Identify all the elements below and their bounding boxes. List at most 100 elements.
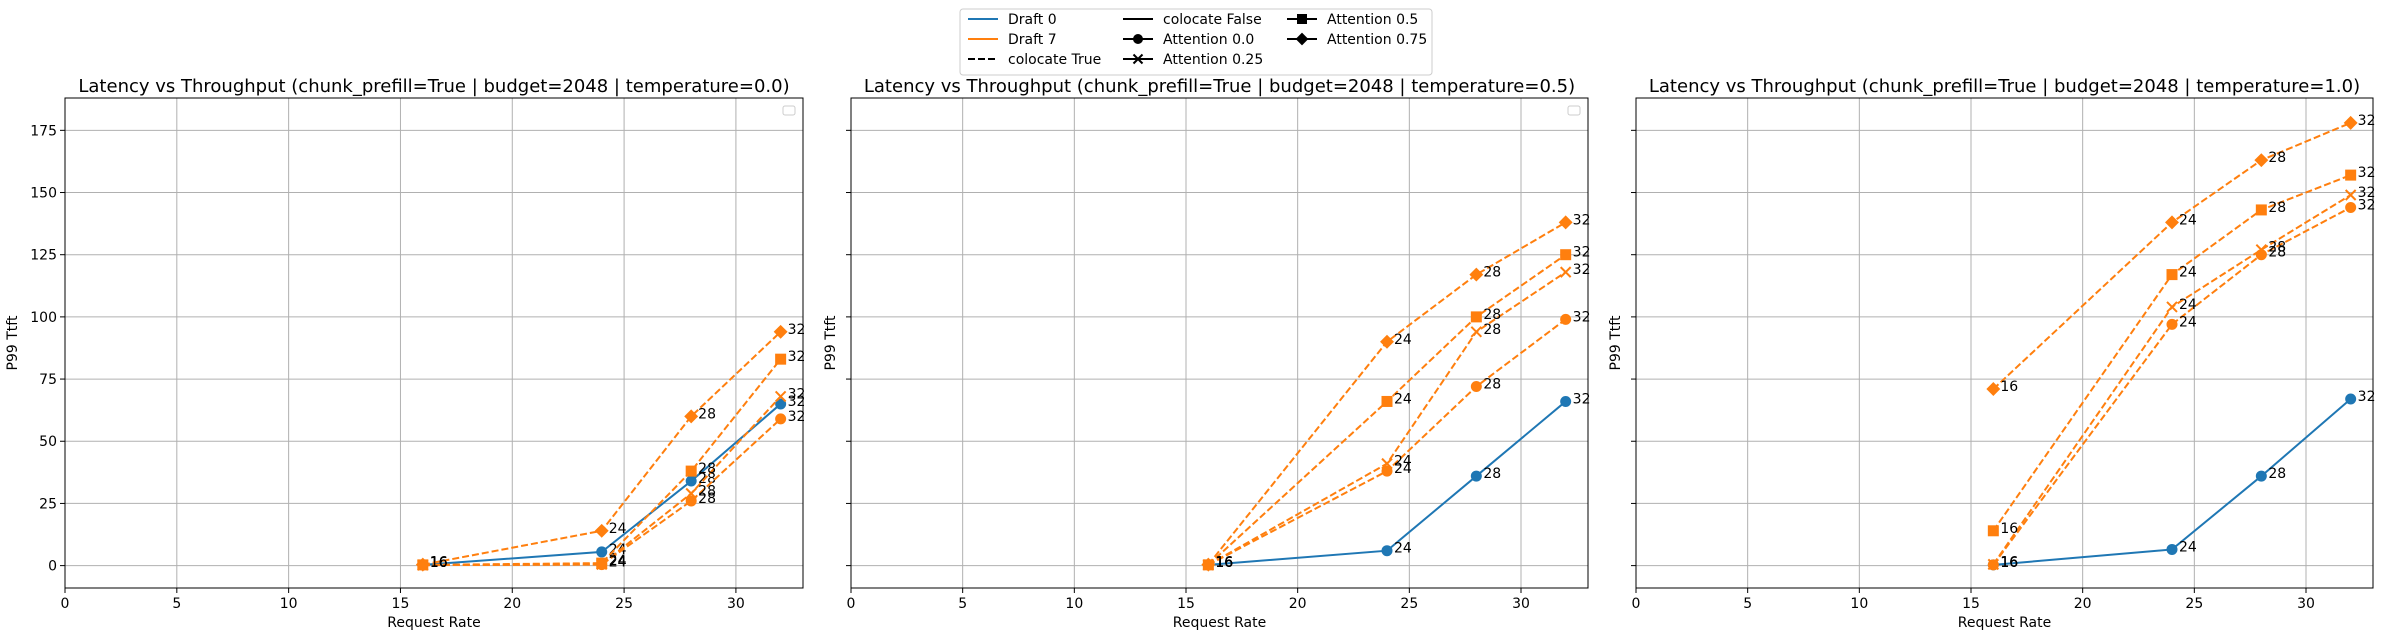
- data-point: [596, 546, 608, 558]
- point-label: 32: [2358, 389, 2376, 405]
- data-point: [775, 353, 787, 365]
- y-tick-label: 150: [30, 186, 57, 202]
- series-line: [1207, 253, 1567, 566]
- x-tick-label: 10: [1065, 596, 1083, 612]
- legend-label: Attention 0.5: [1327, 12, 1418, 28]
- data-point: [2166, 269, 2178, 281]
- legend-item-1: Draft 0: [968, 12, 1057, 28]
- series-1: 16 24 28 32: [1987, 389, 2376, 571]
- data-point: [1470, 326, 1483, 338]
- series-5: 16 24 28 32: [1986, 113, 2376, 396]
- point-label: 28: [698, 406, 716, 422]
- point-label: 16: [430, 555, 448, 571]
- point-label: 24: [609, 553, 627, 569]
- point-label: 24: [2179, 265, 2197, 281]
- point-label: 28: [698, 461, 716, 477]
- point-label: 24: [1394, 391, 1412, 407]
- y-tick-label: 100: [30, 310, 57, 326]
- chart-title: Latency vs Throughput (chunk_prefill=Tru…: [1649, 76, 2360, 97]
- x-tick-label: 10: [1850, 596, 1868, 612]
- point-label: 28: [698, 491, 716, 507]
- y-tick-label: 0: [48, 559, 57, 575]
- data-point: [1470, 311, 1482, 323]
- point-label: 16: [430, 555, 448, 571]
- data-point: [1381, 395, 1393, 407]
- data-point: [2166, 543, 2178, 555]
- data-point: [1560, 395, 1572, 407]
- point-label: 24: [1394, 332, 1412, 348]
- series-2: 16 24 28 32: [1987, 197, 2375, 571]
- series-2: 16 24 28 32: [1202, 309, 1590, 571]
- legend-label: Draft 7: [1008, 32, 1057, 48]
- data-point: [2344, 189, 2357, 201]
- series-line: [1992, 121, 2352, 390]
- x-axis-label: Request Rate: [1173, 615, 1266, 631]
- y-tick-label: 125: [30, 248, 57, 264]
- data-point: [775, 413, 787, 425]
- point-label: 16: [2000, 554, 2018, 570]
- legend-item-3: colocate True: [968, 52, 1101, 68]
- data-point: [684, 409, 699, 424]
- data-point: [685, 475, 697, 487]
- legend-frame: [959, 8, 1433, 76]
- series-line: [1993, 398, 2352, 566]
- chart-title: Latency vs Throughput (chunk_prefill=Tru…: [864, 76, 1575, 97]
- point-label: 28: [1483, 322, 1501, 338]
- series-4: 16 24 28 32: [1987, 165, 2376, 537]
- y-tick-label: 75: [39, 372, 57, 388]
- point-label: 24: [2179, 297, 2197, 313]
- series-5: 16 24 28 32: [415, 322, 805, 572]
- data-point: [2254, 153, 2269, 168]
- series-line: [422, 403, 782, 566]
- data-point: [1987, 525, 1999, 537]
- data-point: [1381, 465, 1393, 477]
- legend-marker: [1295, 32, 1309, 46]
- x-tick-label: 30: [727, 596, 745, 612]
- empty-legend-box: [1567, 105, 1581, 116]
- x-tick-label: 5: [1743, 596, 1752, 612]
- series-5: 16 24 28 32: [1201, 212, 1590, 572]
- data-point: [1381, 457, 1393, 470]
- data-point: [596, 557, 608, 569]
- legend-label: colocate False: [1163, 12, 1262, 28]
- y-axis-label: P99 Ttft: [5, 315, 21, 370]
- point-label: 32: [2358, 165, 2376, 181]
- legend-marker: [1132, 53, 1144, 65]
- point-label: 16: [430, 555, 448, 571]
- point-label: 28: [2268, 240, 2286, 256]
- point-label: 16: [430, 555, 448, 571]
- series-line: [422, 331, 782, 566]
- axes-frame: [64, 97, 804, 589]
- data-point: [2255, 470, 2267, 482]
- series-line: [422, 418, 782, 567]
- point-label: 32: [2358, 185, 2376, 201]
- point-label: 16: [2000, 379, 2018, 395]
- data-point: [1380, 334, 1394, 349]
- data-point: [2255, 244, 2268, 256]
- y-axis-label: P99 Ttft: [1608, 315, 1624, 370]
- series-line: [1207, 271, 1567, 566]
- point-label: 28: [2268, 466, 2286, 482]
- point-label: 32: [1573, 391, 1591, 407]
- point-label: 32: [1573, 245, 1591, 261]
- point-label: 16: [1215, 555, 1233, 571]
- point-label: 16: [2000, 555, 2018, 571]
- axes-frame: [850, 97, 1589, 589]
- point-label: 24: [1394, 461, 1412, 477]
- point-label: 32: [2358, 113, 2376, 129]
- legend-marker: [1297, 14, 1307, 24]
- data-point: [685, 465, 697, 477]
- x-tick-label: 0: [61, 596, 70, 612]
- data-point: [2345, 393, 2357, 405]
- x-tick-label: 30: [1512, 596, 1530, 612]
- series-1: 16 24 28 32: [417, 394, 805, 571]
- data-point: [1560, 249, 1572, 261]
- legend-label: Attention 0.25: [1163, 52, 1263, 68]
- point-label: 24: [609, 542, 627, 558]
- data-point: [775, 398, 787, 410]
- data-point: [773, 324, 788, 339]
- data-point: [685, 487, 697, 500]
- point-label: 32: [788, 386, 806, 402]
